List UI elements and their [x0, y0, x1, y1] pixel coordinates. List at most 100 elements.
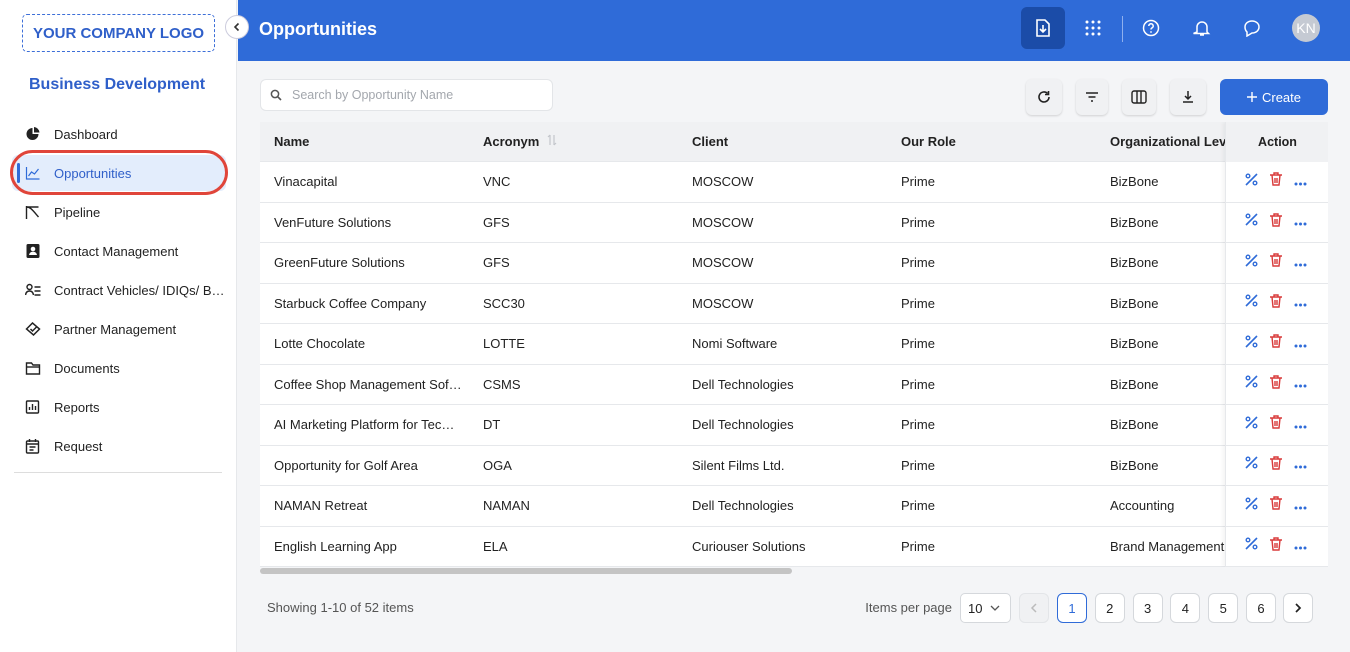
table-cell: Prime	[901, 255, 935, 271]
table-cell: Nomi Software	[692, 336, 778, 352]
nav-item[interactable]: Opportunities	[12, 155, 226, 192]
table-cell: Brand Management	[1110, 538, 1225, 554]
avatar[interactable]: KN	[1292, 14, 1320, 42]
apps-button[interactable]	[1071, 7, 1115, 49]
table-cell: VNC	[483, 174, 511, 190]
percent-action[interactable]	[1245, 537, 1258, 555]
export-button[interactable]	[1021, 7, 1065, 49]
nav-item[interactable]: Contact Management	[12, 233, 226, 269]
table-row[interactable]: VenFuture Solutions GFS MOSCOW Prime BizBone	[260, 203, 1328, 243]
more-action[interactable]	[1294, 497, 1307, 515]
collapse-button[interactable]	[225, 15, 249, 39]
delete-action[interactable]	[1270, 172, 1282, 191]
row-actions	[1226, 486, 1328, 527]
more-action[interactable]	[1294, 213, 1307, 231]
table-row[interactable]: AI Marketing Platform for Tec… DT Dell Tec…	[260, 405, 1328, 446]
table-row[interactable]: English Learning App ELA Curiouser Solutio…	[260, 527, 1328, 567]
percent-action[interactable]	[1245, 416, 1258, 434]
percent-action[interactable]	[1245, 254, 1258, 272]
help-button[interactable]	[1129, 7, 1173, 49]
nav-icon	[12, 322, 54, 337]
sort-icon[interactable]	[547, 134, 557, 149]
filter-button[interactable]	[1076, 79, 1108, 115]
items-per-page-select[interactable]: 10	[960, 593, 1011, 623]
nav-item[interactable]: Dashboard	[12, 116, 226, 152]
column-header[interactable]: Acronym	[469, 122, 678, 161]
nav-item[interactable]: Documents	[12, 351, 226, 387]
scrollbar-thumb[interactable]	[260, 568, 792, 574]
table-row[interactable]: GreenFuture Solutions GFS MOSCOW Prime BizBo…	[260, 243, 1328, 284]
more-action[interactable]	[1294, 456, 1307, 474]
percent-action[interactable]	[1245, 335, 1258, 353]
page-button[interactable]: 5	[1208, 593, 1239, 623]
prev-page[interactable]	[1019, 593, 1049, 623]
create-button[interactable]: Create	[1220, 79, 1328, 115]
nav-item[interactable]: Request	[12, 429, 226, 465]
more-action[interactable]	[1294, 537, 1307, 555]
nav-label: Reports	[54, 400, 100, 416]
delete-action[interactable]	[1270, 537, 1282, 556]
next-page[interactable]	[1283, 593, 1313, 623]
table-cell: BizBone	[1110, 417, 1159, 433]
more-action[interactable]	[1294, 416, 1307, 434]
table-cell: LOTTE	[483, 336, 525, 352]
page-button[interactable]: 4	[1170, 593, 1201, 623]
notifications-button[interactable]	[1180, 7, 1224, 49]
percent-action[interactable]	[1245, 456, 1258, 474]
percent-action[interactable]	[1245, 497, 1258, 515]
column-header[interactable]: Name	[260, 122, 469, 161]
delete-action[interactable]	[1270, 496, 1282, 515]
nav-item[interactable]: Pipeline	[12, 194, 226, 230]
delete-action[interactable]	[1270, 375, 1282, 394]
more-action[interactable]	[1294, 335, 1307, 353]
percent-action[interactable]	[1245, 294, 1258, 312]
nav-icon	[12, 243, 54, 259]
table-row[interactable]: Vinacapital VNC MOSCOW Prime BizBone	[260, 162, 1328, 203]
delete-action[interactable]	[1270, 294, 1282, 313]
table-row[interactable]: Opportunity for Golf Area OGA Silent Films…	[260, 446, 1328, 486]
refresh-button[interactable]	[1026, 79, 1062, 115]
nav-item[interactable]: Partner Management	[12, 312, 226, 348]
delete-action[interactable]	[1270, 253, 1282, 272]
row-actions	[1226, 284, 1328, 324]
table-cell: MOSCOW	[692, 255, 754, 271]
chat-button[interactable]	[1230, 7, 1274, 49]
table-cell: Prime	[901, 295, 935, 311]
download-button[interactable]	[1170, 79, 1206, 115]
page-button[interactable]: 1	[1057, 593, 1087, 623]
nav-item[interactable]: Reports	[12, 390, 226, 426]
header-row: Name Acronym Client Our Role Organizational …	[260, 122, 1328, 162]
column-header[interactable]: Our Role	[887, 122, 1096, 161]
table-row[interactable]: Coffee Shop Management Sof… CSMS Dell Tech…	[260, 365, 1328, 405]
separator	[1122, 16, 1123, 42]
page-button[interactable]: 6	[1246, 593, 1276, 623]
page-button[interactable]: 3	[1132, 593, 1163, 623]
column-header[interactable]: Organizational Level	[1096, 122, 1305, 161]
percent-action[interactable]	[1245, 213, 1258, 231]
logo[interactable]: YOUR COMPANY LOGO	[22, 14, 215, 52]
page-button[interactable]: 2	[1094, 593, 1125, 623]
delete-action[interactable]	[1270, 415, 1282, 434]
nav-item[interactable]: Contract Vehicles/ IDIQs/ B…	[12, 272, 226, 308]
delete-action[interactable]	[1270, 334, 1282, 353]
table-row[interactable]: Lotte Chocolate LOTTE Nomi Software Prime Bi…	[260, 324, 1328, 365]
delete-action[interactable]	[1270, 213, 1282, 232]
search-input[interactable]: Search by Opportunity Name	[260, 79, 553, 111]
table-row[interactable]: Starbuck Coffee Company SCC30 MOSCOW Prime B…	[260, 284, 1328, 324]
more-action[interactable]	[1294, 173, 1307, 191]
action-column: Action	[1225, 122, 1328, 567]
more-action[interactable]	[1294, 375, 1307, 393]
column-header[interactable]: Client	[678, 122, 887, 161]
more-action[interactable]	[1294, 294, 1307, 312]
more-action[interactable]	[1294, 254, 1307, 272]
table-cell: BizBone	[1110, 336, 1159, 352]
column-title: Our Role	[901, 134, 956, 149]
percent-action[interactable]	[1245, 375, 1258, 393]
table-cell: Prime	[901, 538, 935, 554]
percent-action[interactable]	[1245, 173, 1258, 191]
table-cell: BizBone	[1110, 457, 1159, 473]
columns-button[interactable]	[1122, 79, 1156, 115]
table-cell: BizBone	[1110, 214, 1159, 230]
delete-action[interactable]	[1270, 456, 1282, 475]
table-row[interactable]: NAMAN Retreat NAMAN Dell Technologies Prime…	[260, 486, 1328, 527]
